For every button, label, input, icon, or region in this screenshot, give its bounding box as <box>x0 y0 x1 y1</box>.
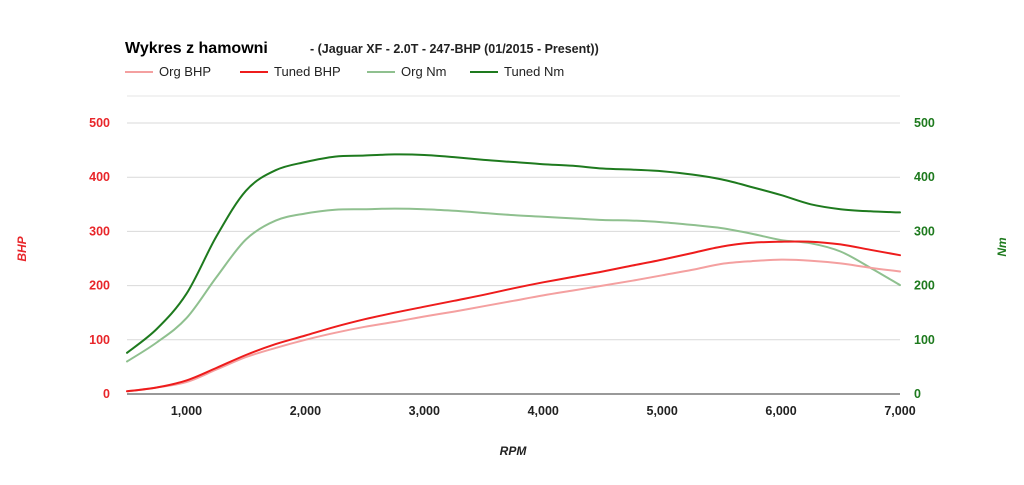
legend-item-tuned-bhp[interactable]: Tuned BHP <box>240 64 341 79</box>
y-right-tick-label: 400 <box>914 170 935 184</box>
y-axis-left-title: BHP <box>15 235 29 261</box>
x-tick-label: 5,000 <box>647 404 678 418</box>
series-line-tuned-bhp <box>126 240 901 393</box>
grid-lines <box>127 95 900 395</box>
y-left-tick-label: 0 <box>103 387 110 401</box>
x-tick-label: 3,000 <box>409 404 440 418</box>
y-right-tick-label: 500 <box>914 116 935 130</box>
legend-item-org-bhp[interactable]: Org BHP <box>125 64 211 79</box>
legend-label: Tuned Nm <box>504 64 564 79</box>
x-tick-label: 7,000 <box>884 404 915 418</box>
legend-item-org-nm[interactable]: Org Nm <box>367 64 447 79</box>
chart-subtitle: - (Jaguar XF - 2.0T - 247-BHP (01/2015 -… <box>310 42 599 56</box>
y-left-tick-label: 200 <box>89 279 110 293</box>
legend-label: Tuned BHP <box>274 64 341 79</box>
chart-title: Wykres z hamowni <box>125 40 268 57</box>
x-tick-label: 6,000 <box>765 404 796 418</box>
y-left-tick-label: 400 <box>89 170 110 184</box>
y-axis-right-title: Nm <box>995 237 1009 257</box>
series-line-tuned-nm <box>126 153 901 354</box>
series-lines <box>126 153 901 393</box>
legend-label: Org Nm <box>401 64 447 79</box>
x-axis-title: RPM <box>500 444 528 458</box>
y-left-tick-label: 300 <box>89 224 110 238</box>
y-right-tick-label: 0 <box>914 387 921 401</box>
y-right-tick-label: 200 <box>914 279 935 293</box>
x-tick-label: 2,000 <box>290 404 321 418</box>
legend-item-tuned-nm[interactable]: Tuned Nm <box>470 64 564 79</box>
legend: Org BHP Tuned BHP Org Nm Tuned Nm <box>125 64 564 79</box>
y-right-tick-label: 100 <box>914 333 935 347</box>
y-right-tick-label: 300 <box>914 224 935 238</box>
x-tick-label: 1,000 <box>171 404 202 418</box>
series-line-org-nm <box>126 207 901 363</box>
y-left-tick-label: 100 <box>89 333 110 347</box>
tick-labels: 0 0 100 100 200 200 300 300 400 400 500 500 1,000 2,0… <box>89 116 935 418</box>
x-tick-label: 4,000 <box>528 404 559 418</box>
legend-label: Org BHP <box>159 64 211 79</box>
y-left-tick-label: 500 <box>89 116 110 130</box>
series-line-org-bhp <box>126 258 901 393</box>
